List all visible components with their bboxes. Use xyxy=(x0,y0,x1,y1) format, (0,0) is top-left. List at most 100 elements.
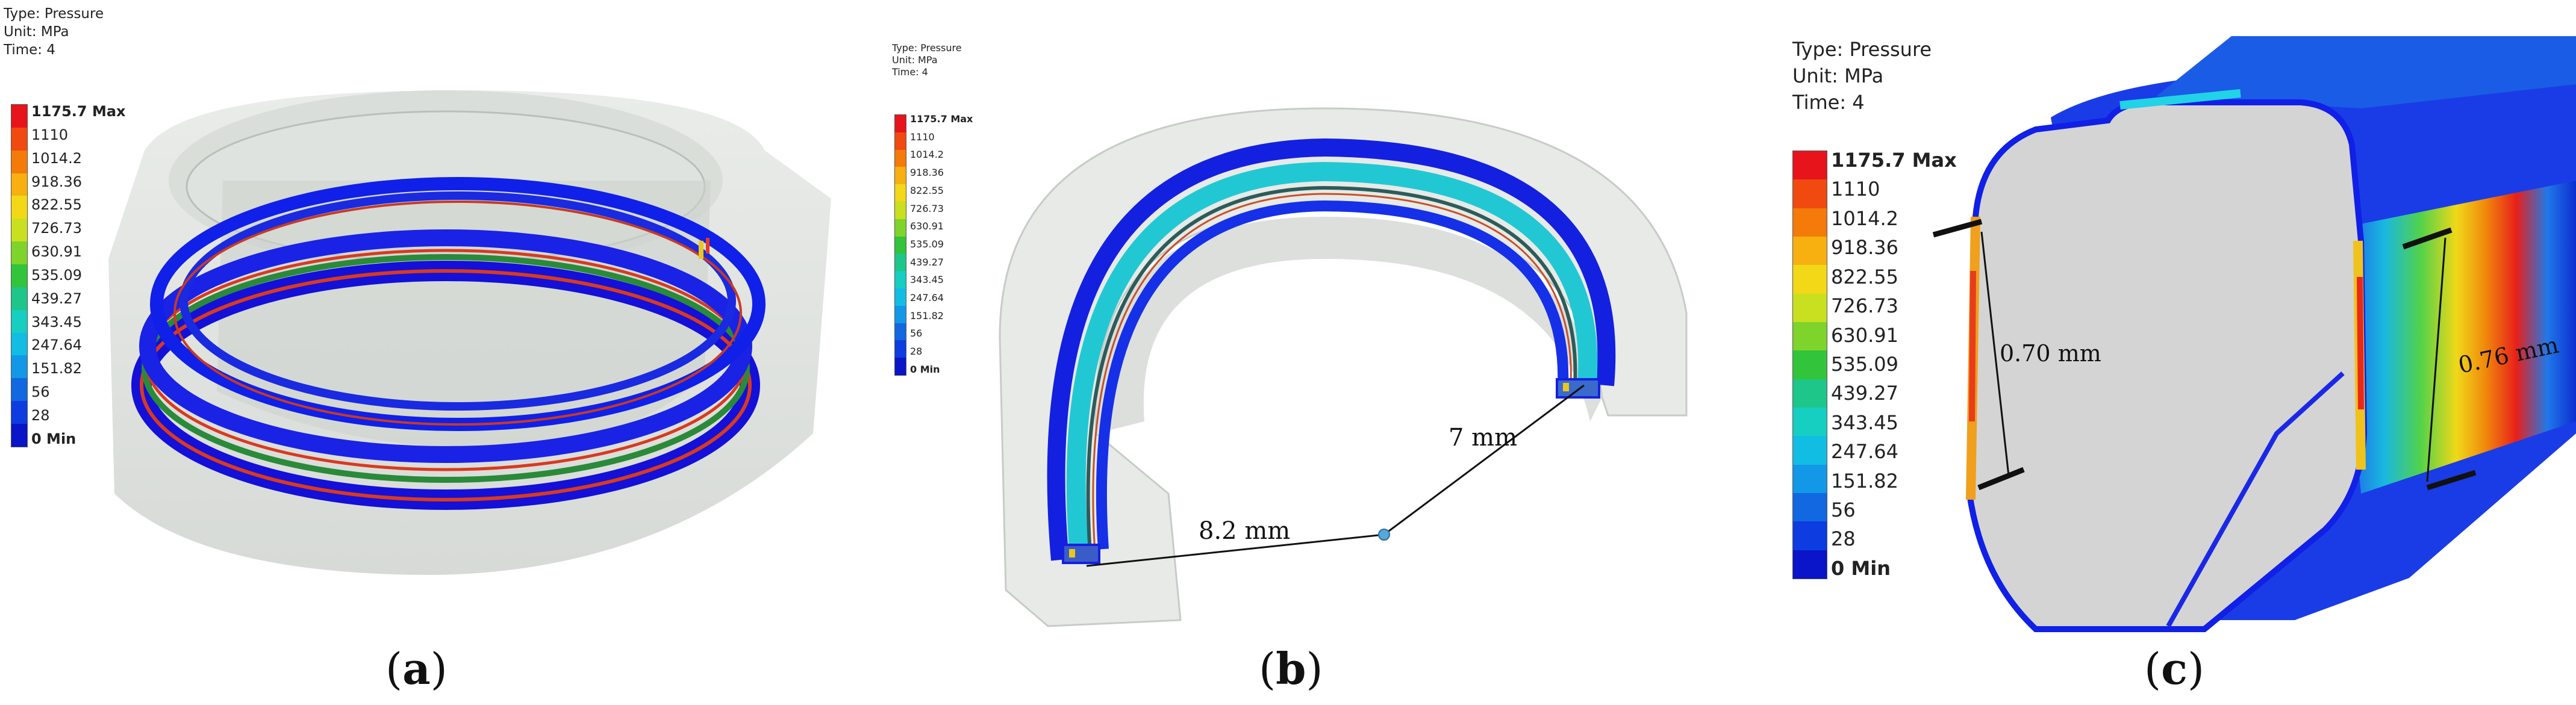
ring-upper-inner xyxy=(179,191,736,411)
top-edge-cyan xyxy=(2119,89,2241,110)
color-scale-tick-label: 151.82 xyxy=(1831,469,1898,492)
color-scale-tick-label: 439.27 xyxy=(31,290,82,307)
color-swatch xyxy=(1793,407,1827,436)
color-scale-tick-label: 0 Min xyxy=(1831,556,1891,580)
color-scale-tick-label: 151.82 xyxy=(910,309,944,321)
color-swatch xyxy=(11,264,27,287)
color-swatch xyxy=(11,355,27,379)
color-swatch xyxy=(895,219,906,237)
color-scale-tick-label: 28 xyxy=(31,406,50,424)
color-scale-tick-label: 918.36 xyxy=(31,173,82,190)
color-swatch xyxy=(895,288,906,306)
color-scale-tick-label: 822.55 xyxy=(910,184,944,196)
panel-a: Type: Pressure Unit: MPa Time: 4 1175.7 … xyxy=(0,0,843,705)
caption-a: (a) xyxy=(385,643,448,694)
color-swatch xyxy=(11,424,27,447)
color-scale-tick-label: 0 Min xyxy=(910,363,940,375)
color-scale-bar xyxy=(894,114,906,376)
color-scale-tick-label: 918.36 xyxy=(910,167,944,179)
color-scale-tick-label: 1110 xyxy=(1831,178,1880,201)
seal-ring-outer-blue xyxy=(1047,138,1616,561)
color-scale-tick-label: 726.73 xyxy=(31,220,82,237)
pressure-legend-a: Type: Pressure Unit: MPa Time: 4 1175.7 … xyxy=(4,5,126,447)
color-scale-tick-label: 439.27 xyxy=(910,256,944,268)
color-scale-tick-label: 56 xyxy=(31,384,50,401)
color-scale-tick-label: 1014.2 xyxy=(910,149,944,161)
color-scale-tick-label: 726.73 xyxy=(1831,294,1898,318)
color-swatch xyxy=(1793,521,1827,550)
dimension-label-left: 0.70 mm xyxy=(2000,340,2101,367)
color-swatch xyxy=(11,332,27,356)
hotspot-marker xyxy=(699,241,703,259)
seal-cross-section-c: 0.70 mm 0.76 mm xyxy=(1932,36,2576,632)
color-scale-tick-label: 1014.2 xyxy=(1831,207,1898,230)
color-swatch xyxy=(1793,464,1827,493)
color-swatch xyxy=(11,287,27,310)
dimension-tick-left-bottom xyxy=(1977,467,2025,491)
color-scale-tick-label: 535.09 xyxy=(1831,352,1898,376)
color-scale-tick-label: 630.91 xyxy=(910,220,944,232)
seal-end-section-left xyxy=(1062,544,1100,564)
color-swatch xyxy=(1793,550,1827,579)
color-swatch xyxy=(11,309,27,333)
housing-inner-step xyxy=(1096,217,1602,433)
cross-section-right-edge-hot xyxy=(2357,276,2364,410)
hotspot-marker xyxy=(1563,383,1569,391)
color-swatch xyxy=(1793,236,1827,266)
color-scale-tick-label: 56 xyxy=(1831,498,1856,522)
legend-unit-text: Unit: MPa xyxy=(4,24,69,40)
caption-c: (c) xyxy=(2144,643,2205,694)
color-swatch xyxy=(895,167,906,185)
cross-section-left-edge-hot xyxy=(1969,270,1976,422)
color-swatch xyxy=(11,219,27,242)
color-scale-tick-label: 151.82 xyxy=(31,360,82,377)
color-swatch xyxy=(895,358,906,375)
color-scale-tick-label: 918.36 xyxy=(1831,236,1898,259)
color-swatch xyxy=(11,105,27,128)
legend-time-text: Time: 4 xyxy=(4,42,55,58)
color-swatch xyxy=(895,184,906,202)
legend-type-text: Type: Pressure xyxy=(1792,38,1932,61)
color-swatch xyxy=(895,340,906,358)
color-swatch xyxy=(11,173,27,196)
color-swatch xyxy=(895,323,906,341)
color-scale-tick-label: 1110 xyxy=(31,126,69,143)
color-scale-tick-label: 247.64 xyxy=(910,292,944,304)
color-scale-tick-label: 535.09 xyxy=(910,238,944,250)
color-scale-tick-label: 630.91 xyxy=(1831,323,1898,347)
color-swatch xyxy=(1793,265,1827,294)
legend-time-text: Time: 4 xyxy=(1792,91,1865,114)
dimension-line-right xyxy=(2426,237,2447,482)
pressure-band xyxy=(2337,181,2576,494)
color-swatch xyxy=(895,271,906,288)
color-swatch xyxy=(1793,350,1827,379)
color-swatch xyxy=(1793,293,1827,322)
hotspot-marker xyxy=(706,238,709,253)
pressure-legend-c: Type: Pressure Unit: MPa Time: 4 1175.7 … xyxy=(1792,36,1957,579)
color-swatch xyxy=(11,378,27,402)
color-swatch xyxy=(11,150,27,173)
color-scale-bar xyxy=(1792,151,1827,579)
seal-section-view-b: 8.2 mm 7 mm xyxy=(999,107,1688,627)
color-swatch xyxy=(11,127,27,151)
color-swatch xyxy=(895,132,906,150)
color-scale-tick-label: 1014.2 xyxy=(31,149,82,167)
color-swatch xyxy=(1793,321,1827,351)
seal-ring-teal xyxy=(1066,161,1598,558)
center-point xyxy=(1378,529,1390,541)
legend-type-text: Type: Pressure xyxy=(4,6,104,22)
color-swatch xyxy=(11,196,27,219)
color-swatch xyxy=(1793,436,1827,465)
seal-ring-dark-stripe xyxy=(1086,185,1577,554)
color-scale-tick-label: 822.55 xyxy=(1831,265,1898,288)
color-swatch xyxy=(895,149,906,167)
panel-b: Type: Pressure Unit: MPa Time: 4 1175.7 … xyxy=(843,0,1783,705)
color-swatch xyxy=(895,305,906,323)
color-swatch xyxy=(1793,492,1827,522)
color-swatch xyxy=(1793,208,1827,237)
dimension-line-left xyxy=(1980,231,2010,476)
color-scale-tick-label: 247.64 xyxy=(1831,440,1898,464)
ring-red-stripe-lower xyxy=(140,269,752,502)
color-swatch xyxy=(1793,379,1827,408)
legend-type-text: Type: Pressure xyxy=(892,42,962,54)
